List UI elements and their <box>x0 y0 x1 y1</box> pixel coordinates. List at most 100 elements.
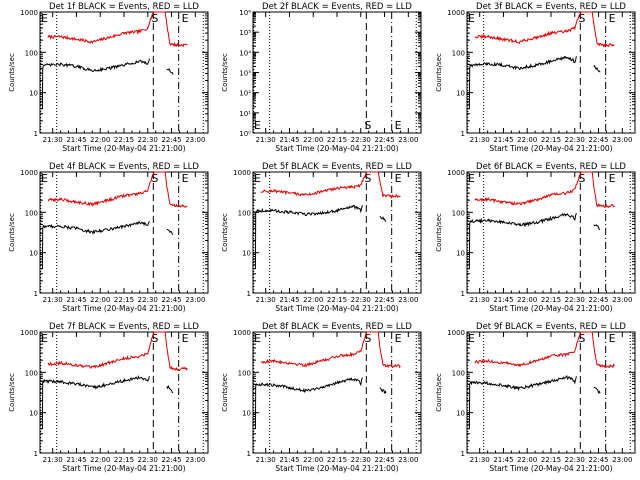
marker-label-e: E <box>182 12 189 25</box>
plot-panel-1: Det 1f BLACK = Events, RED = LLD 1 10 100 10… <box>8 2 209 153</box>
y-tick-label: 100 <box>25 209 38 217</box>
series-lld-line <box>474 331 615 369</box>
plot-panel-4: Det 4f BLACK = Events, RED = LLD 1 10 100 10… <box>8 162 209 313</box>
x-tick-label: 22:45 <box>588 136 608 144</box>
y-tick-label: 1000 <box>20 9 38 17</box>
y-axis-label: Counts/sec <box>221 53 229 92</box>
x-tick-label: 22:45 <box>161 296 181 304</box>
x-tick-label: 21:30 <box>43 296 63 304</box>
y-tick-label: 1 <box>461 130 465 138</box>
plot-title: Det 8f BLACK = Events, RED = LLD <box>262 322 412 332</box>
y-tick-label: 1000 <box>447 169 465 177</box>
x-tick-label: 22:30 <box>351 456 371 464</box>
y-tick-label: 10 <box>456 410 465 418</box>
y-axis-label: Counts/sec <box>8 53 16 92</box>
x-tick-label: 23:00 <box>398 456 418 464</box>
y-tick-label: 100 <box>238 369 251 377</box>
y-tick-label: 10⁰ <box>239 130 251 138</box>
x-tick-label: 21:30 <box>256 456 276 464</box>
x-tick-label: 22:30 <box>565 296 585 304</box>
marker-label-e-left: E <box>41 12 48 25</box>
series-events-line <box>41 220 150 269</box>
x-tick-label: 21:30 <box>256 136 276 144</box>
marker-label-e-left: E <box>468 172 475 185</box>
x-tick-label: 22:15 <box>541 456 561 464</box>
x-tick-label: 21:30 <box>470 456 490 464</box>
series-events-line <box>468 55 577 109</box>
x-tick-label: 22:15 <box>114 136 134 144</box>
y-axis-label: Counts/sec <box>8 213 16 252</box>
series-events-line <box>254 204 363 269</box>
x-tick-label: 21:45 <box>279 296 299 304</box>
y-tick-label: 1000 <box>20 169 38 177</box>
x-tick-label: 21:45 <box>66 136 86 144</box>
y-tick-label: 1000 <box>447 329 465 337</box>
plot-panel-5: Det 5f BLACK = Events, RED = LLD 1 10 100 10… <box>221 162 422 313</box>
y-tick-label: 10 <box>456 250 465 258</box>
marker-label-e-left: E <box>468 12 475 25</box>
series-events-tail-line <box>593 64 601 73</box>
x-tick-label: 22:00 <box>90 296 110 304</box>
y-tick-label: 1 <box>247 290 251 298</box>
x-tick-label: 21:30 <box>470 296 490 304</box>
y-tick-label: 10 <box>242 410 251 418</box>
x-tick-label: 21:30 <box>470 136 490 144</box>
marker-label-e: E <box>609 12 616 25</box>
x-tick-label: 23:00 <box>612 296 632 304</box>
series-events-line <box>468 375 577 429</box>
plot-panel-6: Det 6f BLACK = Events, RED = LLD 1 10 100 10… <box>435 162 636 313</box>
x-tick-label: 22:30 <box>138 456 158 464</box>
plot-panel-9: Det 9f BLACK = Events, RED = LLD 1 10 100 10… <box>435 322 636 473</box>
plot-panel-3: Det 3f BLACK = Events, RED = LLD 1 10 100 10… <box>435 2 636 153</box>
series-lld-line <box>474 171 615 209</box>
x-tick-label: 23:00 <box>612 456 632 464</box>
series-lld-line <box>47 331 188 372</box>
y-axis-label: Counts/sec <box>435 373 443 412</box>
x-axis-label: Start Time (20-May-04 21:21:00) <box>62 144 185 153</box>
x-tick-label: 21:45 <box>493 136 513 144</box>
y-tick-label: 10³ <box>239 70 251 78</box>
marker-label-s: S <box>151 12 158 25</box>
y-tick-label: 1000 <box>20 329 38 337</box>
y-tick-label: 1 <box>34 290 38 298</box>
x-tick-label: 22:30 <box>351 136 371 144</box>
y-tick-label: 1 <box>461 450 465 458</box>
series-events-tail-line <box>166 68 174 75</box>
x-tick-label: 22:45 <box>374 296 394 304</box>
plot-axes-box <box>39 11 209 134</box>
marker-label-s: S <box>364 119 371 132</box>
marker-label-s: S <box>151 332 158 345</box>
x-tick-label: 21:45 <box>66 296 86 304</box>
x-tick-label: 22:00 <box>303 296 323 304</box>
series-events-tail-line <box>593 386 601 394</box>
marker-label-e-left: E <box>41 332 48 345</box>
x-tick-label: 22:45 <box>374 136 394 144</box>
x-axis-label: Start Time (20-May-04 21:21:00) <box>489 144 612 153</box>
x-axis-label: Start Time (20-May-04 21:21:00) <box>489 464 612 473</box>
x-axis-label: Start Time (20-May-04 21:21:00) <box>275 464 398 473</box>
series-events-tail-line <box>379 216 387 222</box>
series-events-tail-line <box>593 224 601 230</box>
y-tick-label: 100 <box>452 209 465 217</box>
x-axis-label: Start Time (20-May-04 21:21:00) <box>62 464 185 473</box>
y-tick-label: 100 <box>452 49 465 57</box>
marker-label-e: E <box>395 119 402 132</box>
y-tick-label: 1000 <box>233 169 251 177</box>
x-tick-label: 22:00 <box>517 136 537 144</box>
y-axis-label: Counts/sec <box>435 53 443 92</box>
y-tick-label: 1 <box>34 130 38 138</box>
y-tick-label: 10 <box>29 90 38 98</box>
plot-title: Det 7f BLACK = Events, RED = LLD <box>49 322 199 332</box>
y-tick-label: 100 <box>452 369 465 377</box>
y-tick-label: 10⁶ <box>239 9 251 17</box>
y-tick-label: 1 <box>461 290 465 298</box>
x-tick-label: 22:00 <box>90 456 110 464</box>
y-axis-label: Counts/sec <box>221 213 229 252</box>
x-tick-label: 22:00 <box>303 456 323 464</box>
x-tick-label: 22:45 <box>161 456 181 464</box>
marker-label-e: E <box>395 172 402 185</box>
x-tick-label: 22:15 <box>114 296 134 304</box>
y-tick-label: 10 <box>29 410 38 418</box>
plot-axes-box <box>252 331 422 454</box>
